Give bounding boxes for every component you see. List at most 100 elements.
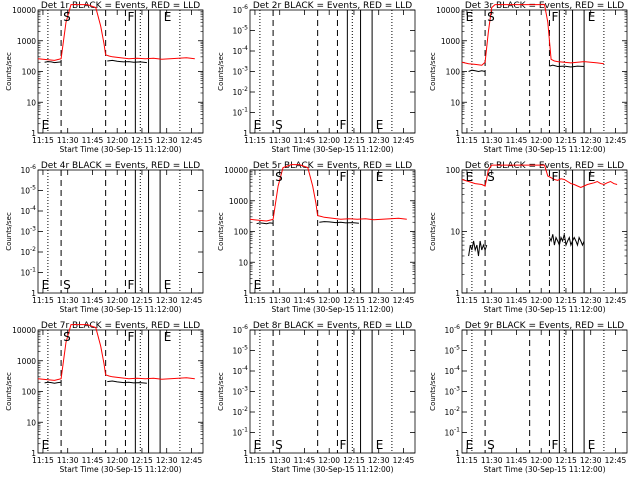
y-tick-label: 100 [234, 228, 249, 237]
chart-panel-6: Det 6r BLACK = Events, RED = LLD11010011… [429, 161, 628, 314]
x-tick-label: 11:30 [57, 296, 79, 305]
x-tick-label: 11:30 [57, 456, 79, 465]
y-tick-label: 10-1 [444, 427, 460, 438]
x-axis-label: Start Time (30-Sep-15 11:12:00) [60, 305, 182, 314]
chart-panel-1: Det 1r BLACK = Events, RED = LLD 1 10 100 10… [5, 1, 204, 154]
y-axis-label: Counts/sec [429, 212, 437, 251]
x-tick-label: 11:15 [32, 296, 54, 305]
events-series-line [549, 64, 585, 68]
plot-frame [249, 9, 416, 134]
x-tick-label: 11:15 [456, 136, 478, 145]
x-tick-label: 12:15 [131, 456, 153, 465]
y-tick-label: 1000 [229, 197, 248, 206]
event-letter-f: F [339, 118, 346, 132]
y-tick-label: 10-4 [232, 365, 248, 376]
y-tick-label: 10000 [224, 166, 248, 175]
lld-series-line [37, 324, 195, 381]
y-tick-label: 1 [455, 129, 460, 138]
event-letter-s: S [275, 438, 283, 452]
y-tick-label: 10 [450, 228, 460, 237]
x-tick-label: 12:15 [343, 136, 365, 145]
x-axis-label: Start Time (30-Sep-15 11:12:00) [60, 465, 182, 474]
x-tick-label: 12:30 [156, 456, 178, 465]
plot-frame [249, 329, 416, 454]
y-tick-label: 10-2 [444, 406, 460, 417]
y-tick-label: 10-5 [444, 345, 460, 356]
x-axis-label: Start Time (30-Sep-15 11:12:00) [60, 145, 182, 154]
x-axis-label: Start Time (30-Sep-15 11:12:00) [272, 305, 394, 314]
y-tick-label: 10-4 [232, 45, 248, 56]
event-letter-e: E [588, 10, 596, 24]
y-tick-label: 100 [22, 388, 37, 397]
y-tick-label: 10-1 [20, 267, 36, 278]
y-tick-label: 10-6 [232, 324, 248, 335]
x-tick-label: 11:45 [82, 456, 104, 465]
y-tick-label: 10-2 [20, 246, 36, 257]
x-tick-label: 12:45 [393, 456, 415, 465]
chart-title: Det 8r BLACK = Events, RED = LLD [253, 321, 412, 331]
y-tick-label: 10-4 [444, 365, 460, 376]
x-tick-label: 12:45 [605, 456, 627, 465]
y-tick-label: 10 [238, 258, 248, 267]
y-axis-label: Counts/sec [5, 52, 13, 91]
x-tick-label: 12:00 [530, 456, 552, 465]
x-tick-label: 11:15 [456, 456, 478, 465]
y-tick-label: 1 [455, 289, 460, 298]
chart-title: Det 7r BLACK = Events, RED = LLD [41, 321, 200, 331]
x-tick-label: 11:15 [32, 456, 54, 465]
event-letter-e: E [164, 278, 172, 292]
y-tick-label: 1 [31, 129, 36, 138]
x-tick-label: 12:00 [106, 296, 128, 305]
x-axis-label: Start Time (30-Sep-15 11:12:00) [484, 305, 606, 314]
x-tick-label: 12:00 [318, 456, 340, 465]
events-series-line [549, 234, 585, 248]
event-letter-f: F [127, 278, 134, 292]
x-tick-label: 12:15 [343, 456, 365, 465]
x-tick-label: 12:15 [343, 296, 365, 305]
lld-series-line [37, 4, 195, 61]
y-tick-label: 10 [26, 98, 36, 107]
y-tick-label: 100 [446, 68, 461, 77]
y-tick-label: 1 [455, 449, 460, 458]
events-series-line [468, 240, 488, 257]
event-letter-e: E [376, 170, 384, 184]
y-tick-label: 10-6 [444, 324, 460, 335]
x-tick-label: 12:30 [580, 136, 602, 145]
event-letter-e: E [466, 170, 474, 184]
x-tick-label: 11:45 [506, 296, 528, 305]
x-tick-label: 12:30 [156, 296, 178, 305]
y-axis-label: Counts/sec [429, 52, 437, 91]
event-letter-e: E [164, 10, 172, 24]
x-tick-label: 11:45 [506, 456, 528, 465]
event-letter-e: E [254, 118, 262, 132]
x-tick-label: 12:45 [181, 296, 203, 305]
y-tick-label: 10-5 [20, 185, 36, 196]
plot-frame [461, 9, 628, 134]
y-tick-label: 1 [243, 289, 248, 298]
events-series-line [468, 69, 486, 73]
x-tick-label: 12:00 [530, 296, 552, 305]
y-tick-label: 10-5 [232, 25, 248, 36]
event-letter-s: S [63, 330, 71, 344]
event-letter-s: S [487, 10, 495, 24]
y-tick-label: 100 [22, 68, 37, 77]
y-tick-label: 10-6 [232, 4, 248, 15]
x-tick-label: 12:45 [605, 296, 627, 305]
event-letter-s: S [275, 118, 283, 132]
x-tick-label: 11:30 [269, 296, 291, 305]
chart-title: Det 1r BLACK = Events, RED = LLD [41, 1, 200, 11]
y-axis-label: Counts/sec [5, 372, 13, 411]
x-tick-label: 12:15 [555, 296, 577, 305]
event-letter-e: E [42, 438, 50, 452]
x-tick-label: 12:00 [106, 456, 128, 465]
y-tick-label: 10-1 [232, 107, 248, 118]
x-axis-label: Start Time (30-Sep-15 11:12:00) [272, 465, 394, 474]
event-letter-e: E [42, 278, 50, 292]
y-tick-label: 10-1 [232, 427, 248, 438]
y-tick-label: 10-4 [20, 205, 36, 216]
y-axis-label: Counts/sec [217, 212, 225, 251]
event-letter-e: E [164, 330, 172, 344]
y-tick-label: 10 [450, 98, 460, 107]
y-tick-label: 1 [31, 289, 36, 298]
plot-frame [249, 169, 416, 294]
